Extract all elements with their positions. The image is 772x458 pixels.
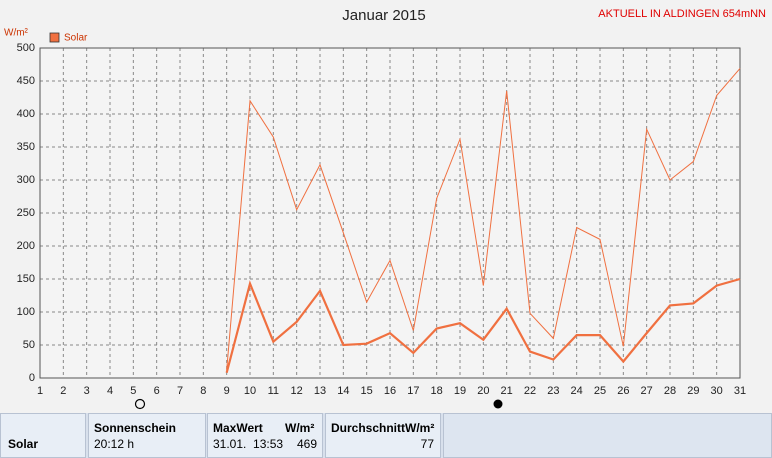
x-tick-label: 11	[268, 385, 279, 397]
header: MaxWert	[213, 421, 263, 435]
header: Sonnenschein	[94, 421, 177, 435]
y-tick-label: 250	[17, 207, 35, 219]
x-tick-label: 17	[407, 385, 419, 397]
y-tick-label: 0	[29, 372, 35, 384]
series-line	[225, 277, 741, 373]
x-tick-label: 19	[454, 385, 466, 397]
y-axis-label: W/m²	[4, 28, 29, 39]
x-tick-label: 13	[314, 385, 326, 397]
row-label: Solar	[8, 437, 39, 451]
series-line	[226, 68, 741, 371]
chart: Januar 2015 AKTUELL IN ALDINGEN 654mNN W…	[4, 7, 766, 410]
y-tick-label: 400	[17, 108, 35, 120]
cell	[207, 413, 323, 458]
y-tick-label: 200	[17, 240, 35, 252]
y-tick-label: 450	[17, 75, 35, 87]
y-tick-label: 300	[17, 174, 35, 186]
x-tick-label: 28	[664, 385, 676, 397]
x-tick-label: 10	[244, 385, 256, 397]
moon-new	[493, 399, 503, 409]
x-tick-label: 26	[617, 385, 629, 397]
legend-swatch	[49, 32, 60, 43]
cell	[443, 413, 772, 458]
cell-text: 77	[420, 437, 434, 451]
plot-frame	[39, 47, 741, 379]
x-tick-label: 23	[547, 385, 559, 397]
x-tick-label: 12	[291, 385, 303, 397]
cell	[0, 413, 86, 458]
y-tick-label: 350	[17, 141, 35, 153]
x-tick-label: 1	[37, 385, 43, 397]
x-tick-label: 2	[60, 385, 66, 397]
x-tick-label: 20	[477, 385, 489, 397]
x-tick-label: 30	[711, 385, 723, 397]
header: W/m²	[285, 421, 315, 435]
x-tick-label: 6	[154, 385, 160, 397]
x-tick-label: 9	[224, 385, 230, 397]
x-tick-label: 14	[337, 385, 349, 397]
x-tick-label: 8	[200, 385, 206, 397]
x-tick-label: 21	[501, 385, 513, 397]
cell	[88, 413, 206, 458]
x-tick-label: 27	[641, 385, 653, 397]
moon-full	[134, 398, 146, 410]
x-tick-label: 24	[571, 385, 583, 397]
legend-label: Solar	[64, 33, 88, 44]
x-tick-label: 15	[361, 385, 373, 397]
x-tick-label: 22	[524, 385, 536, 397]
cell	[325, 413, 441, 458]
y-tick-label: 100	[17, 306, 35, 318]
summary-table: Sonnenschein MaxWert W/m² DurchschnittW/…	[0, 413, 772, 458]
cell-text: 20:12 h	[94, 437, 135, 451]
x-tick-label: 4	[107, 385, 113, 397]
x-tick-label: 5	[130, 385, 136, 397]
x-tick-label: 25	[594, 385, 606, 397]
cell-text: 469	[296, 437, 317, 451]
x-tick-label: 29	[687, 385, 699, 397]
subtitle: AKTUELL IN ALDINGEN 654mNN	[598, 8, 766, 20]
chart-title: Januar 2015	[342, 7, 425, 24]
y-tick-label: 500	[17, 42, 35, 54]
x-tick-label: 7	[177, 385, 183, 397]
x-tick-label: 3	[84, 385, 90, 397]
cell-text: 31.01. 13:53	[213, 437, 284, 451]
x-tick-label: 16	[384, 385, 396, 397]
y-tick-label: 150	[17, 273, 35, 285]
header: DurchschnittW/m²	[331, 421, 435, 435]
x-tick-label: 18	[431, 385, 443, 397]
y-tick-label: 50	[23, 339, 35, 351]
x-tick-label: 31	[734, 385, 746, 397]
